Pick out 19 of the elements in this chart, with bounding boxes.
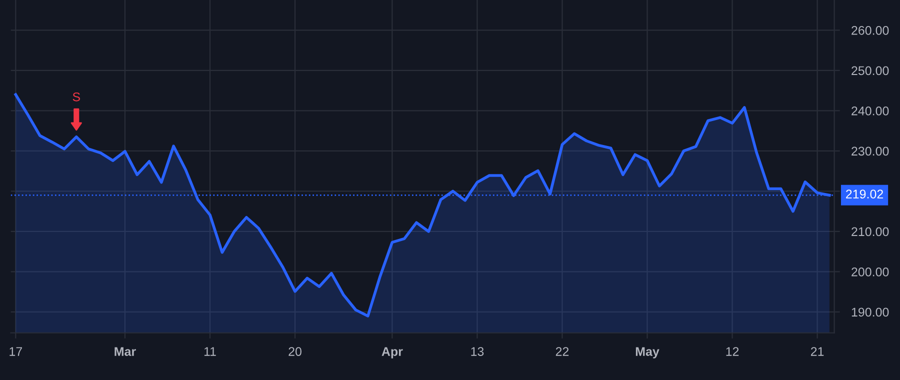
x-tick-label: May — [636, 347, 660, 358]
annotation: S — [72, 92, 80, 102]
x-tick-label: Mar — [114, 347, 136, 356]
y-tick-label: 250.00 — [852, 66, 889, 76]
x-tick-label: 22 — [556, 347, 569, 356]
x-tick-label: 20 — [288, 347, 302, 356]
y-tick-label: 260.00 — [852, 26, 889, 35]
x-tick-label: 11 — [204, 347, 216, 356]
x-tick-label: 21 — [810, 347, 824, 356]
y-tick-label: 240.00 — [852, 106, 889, 116]
x-tick-label: 13 — [471, 347, 484, 356]
y-tick-label: 200.00 — [852, 268, 889, 276]
y-tick-label: 210.00 — [852, 227, 889, 236]
x-tick-label: 12 — [726, 347, 739, 356]
y-tick-label: 190.00 — [852, 308, 889, 317]
ref-line-label: 219.02 — [846, 190, 884, 198]
x-tick-label: 17 — [10, 347, 22, 356]
x-tick-label: Apr — [382, 347, 403, 358]
y-tick-label: 230.00 — [852, 146, 889, 156]
